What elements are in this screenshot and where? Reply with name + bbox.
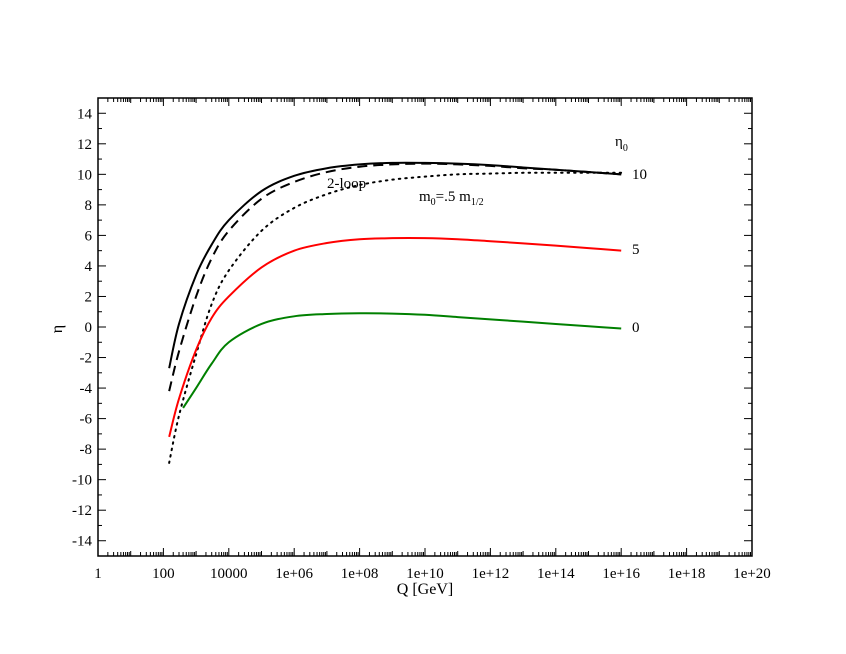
series-label-0: 0: [632, 320, 640, 336]
annotation-2-loop: 2-loop: [327, 176, 366, 192]
annotation-m0-sub2: 1/2: [471, 197, 484, 208]
x-tick-label: 1e+18: [668, 566, 706, 582]
series-line-m0-5-m1-2: [168, 171, 623, 464]
series-line-10: [168, 161, 622, 369]
x-tick-label: 100: [152, 566, 175, 582]
axis-tick-labels: 1 100 10000 1e+06 1e+08 1e+10 1e+12 1e+14 1e+16 1…: [72, 106, 771, 582]
series-group: [168, 161, 623, 464]
x-tick-label: 1e+20: [733, 566, 771, 582]
x-axis-label: Q [GeV]: [397, 581, 453, 598]
y-tick-label: 12: [77, 137, 92, 153]
x-tick-label: 1e+16: [602, 566, 640, 582]
x-tick-label: 1: [94, 566, 102, 582]
x-tick-label: 1e+14: [537, 566, 575, 582]
y-tick-label: 4: [85, 259, 93, 275]
legend-title: η0: [615, 134, 628, 154]
axis-ticks: [97, 97, 753, 557]
annotation-m0: m0=.5 m1/2: [419, 189, 484, 208]
y-tick-label: 10: [77, 167, 92, 183]
y-tick-label: 14: [77, 106, 93, 122]
annotation-m0-m: m: [419, 189, 431, 205]
legend-title-sub: 0: [623, 143, 628, 154]
y-tick-label: 8: [85, 198, 93, 214]
x-tick-label: 1e+06: [275, 566, 313, 582]
x-tick-label: 1e+08: [341, 566, 379, 582]
x-tick-label: 1e+12: [472, 566, 510, 582]
y-tick-label: -14: [72, 534, 92, 550]
series-label-10: 10: [632, 167, 647, 183]
y-tick-label: 2: [85, 289, 93, 305]
series-line-2-loop: [168, 162, 622, 392]
y-tick-label: -8: [80, 442, 93, 458]
y-tick-label: -4: [80, 381, 93, 397]
y-tick-label: -6: [80, 412, 93, 428]
series-line-5: [168, 237, 622, 438]
annotation-m0-sub1: 0: [431, 197, 436, 208]
y-tick-label: -12: [72, 503, 92, 519]
y-tick-label: -10: [72, 473, 92, 489]
y-axis-label: η: [49, 325, 66, 333]
x-tick-label: 1e+10: [406, 566, 444, 582]
annotation-m0-mid: =.5 m: [436, 189, 471, 205]
series-label-5: 5: [632, 242, 640, 258]
y-tick-label: 6: [85, 228, 93, 244]
legend-title-main: η: [615, 134, 623, 150]
plot-frame: [97, 97, 753, 557]
y-tick-label: 0: [85, 320, 93, 336]
y-tick-label: -2: [80, 351, 93, 367]
x-tick-label: 10000: [210, 566, 248, 582]
series-line-0: [182, 312, 622, 409]
